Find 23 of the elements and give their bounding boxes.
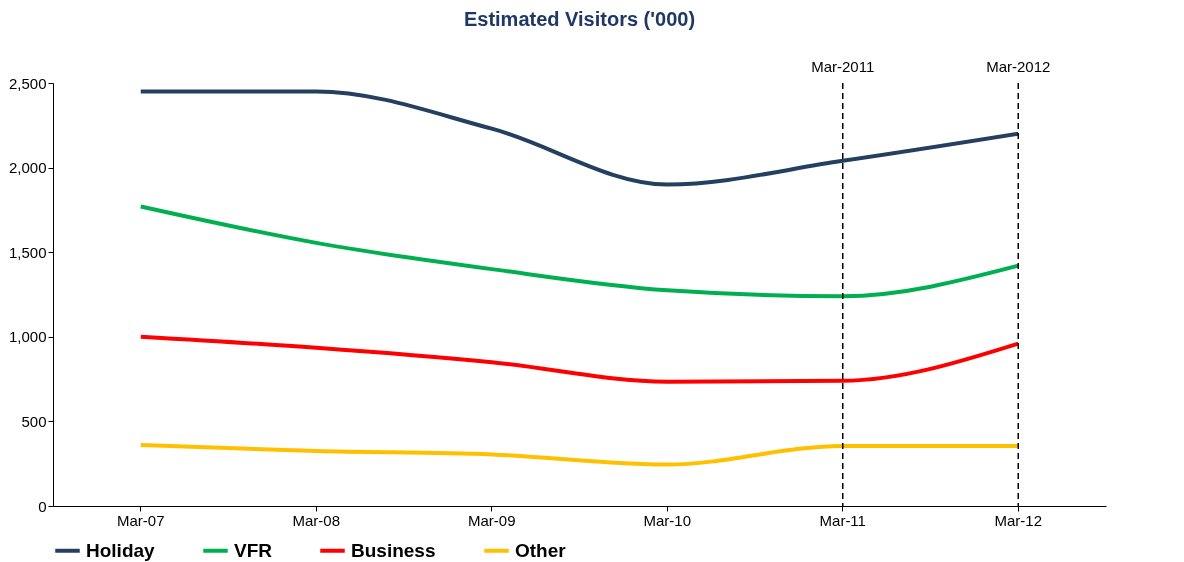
x-tick-label: Mar-11 — [819, 511, 866, 529]
legend-label: Other — [515, 539, 567, 561]
y-tick-label: 500 — [21, 412, 47, 430]
ref-line-label: Mar-2011 — [811, 58, 875, 75]
y-tick-label: 1,500 — [8, 243, 47, 261]
line-series — [138, 204, 1021, 299]
y-tick-label: 1,000 — [8, 328, 47, 346]
legend-label: Business — [351, 539, 436, 561]
y-tick-label: 2,000 — [8, 159, 47, 177]
legend-label: Holiday — [86, 539, 156, 561]
y-tick-label: 0 — [38, 497, 47, 515]
line-series — [138, 334, 1021, 384]
line-series — [138, 443, 1021, 467]
x-tick-label: Mar-09 — [467, 511, 516, 529]
legend-label: VFR — [234, 539, 273, 561]
line-series — [138, 89, 1021, 187]
x-tick-label: Mar-07 — [116, 511, 165, 529]
x-tick-label: Mar-10 — [643, 511, 692, 529]
y-tick-label: 2,500 — [8, 74, 47, 92]
ref-line-label: Mar-2012 — [986, 58, 1051, 75]
x-tick-label: Mar-12 — [994, 511, 1043, 529]
chart-title: Estimated Visitors ('000) — [463, 8, 696, 30]
x-tick-label: Mar-08 — [292, 511, 341, 529]
